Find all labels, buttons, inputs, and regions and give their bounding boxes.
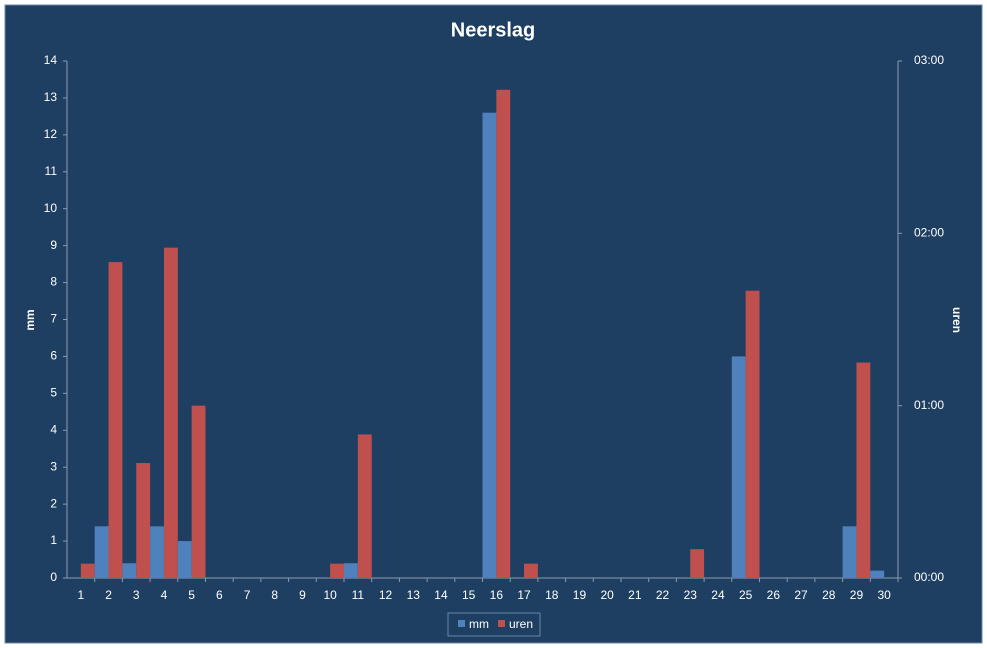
y-tick-label: 11 bbox=[45, 164, 58, 178]
y-tick-label: 10 bbox=[44, 201, 58, 215]
legend-swatch bbox=[498, 620, 505, 627]
legend-label: uren bbox=[509, 617, 533, 631]
y-tick-label: 13 bbox=[44, 90, 58, 104]
bar bbox=[731, 356, 746, 578]
x-tick-label: 11 bbox=[352, 588, 365, 602]
bar bbox=[870, 570, 885, 578]
x-tick-label: 27 bbox=[794, 588, 808, 602]
x-tick-label: 16 bbox=[490, 588, 504, 602]
x-tick-label: 1 bbox=[78, 588, 85, 602]
y-tick-label: 9 bbox=[50, 238, 57, 252]
bar bbox=[136, 463, 151, 578]
bar bbox=[80, 563, 95, 578]
x-tick-label: 4 bbox=[161, 588, 168, 602]
y2-tick-label: 03:00 bbox=[914, 53, 944, 67]
x-tick-label: 7 bbox=[244, 588, 251, 602]
bar bbox=[496, 89, 511, 578]
y2-tick-label: 02:00 bbox=[914, 226, 944, 240]
x-tick-label: 29 bbox=[850, 588, 864, 602]
x-tick-label: 25 bbox=[739, 588, 753, 602]
y-tick-label: 14 bbox=[44, 53, 58, 67]
x-tick-label: 17 bbox=[517, 588, 531, 602]
bar bbox=[191, 405, 206, 578]
x-tick-label: 5 bbox=[188, 588, 195, 602]
bar bbox=[163, 247, 178, 578]
x-tick-label: 2 bbox=[105, 588, 112, 602]
y-tick-label: 12 bbox=[44, 127, 58, 141]
bar bbox=[108, 262, 123, 578]
x-tick-label: 12 bbox=[379, 588, 393, 602]
x-tick-label: 22 bbox=[656, 588, 670, 602]
y-tick-label: 4 bbox=[50, 422, 57, 436]
y2-tick-label: 00:00 bbox=[914, 570, 944, 584]
bar bbox=[330, 563, 344, 578]
bar bbox=[150, 526, 164, 578]
y-tick-label: 6 bbox=[50, 349, 57, 363]
bar bbox=[842, 526, 857, 578]
bar bbox=[94, 526, 109, 578]
bar bbox=[344, 563, 358, 578]
y-tick-label: 7 bbox=[50, 312, 57, 326]
y2-tick-label: 01:00 bbox=[914, 398, 944, 412]
bar bbox=[690, 549, 705, 578]
bar bbox=[482, 112, 497, 578]
y-tick-label: 0 bbox=[50, 570, 57, 584]
x-tick-label: 15 bbox=[462, 588, 476, 602]
x-tick-label: 23 bbox=[684, 588, 698, 602]
x-tick-label: 9 bbox=[299, 588, 306, 602]
legend-label: mm bbox=[469, 617, 489, 631]
x-tick-label: 20 bbox=[600, 588, 614, 602]
bar bbox=[856, 362, 871, 578]
legend-box bbox=[447, 612, 541, 637]
x-tick-label: 13 bbox=[407, 588, 421, 602]
y-tick-label: 1 bbox=[50, 533, 57, 547]
x-tick-label: 28 bbox=[822, 588, 836, 602]
x-tick-label: 14 bbox=[434, 588, 448, 602]
bar bbox=[122, 563, 137, 578]
y-axis-label: mm bbox=[23, 309, 37, 330]
bar bbox=[177, 541, 192, 578]
x-tick-label: 19 bbox=[573, 588, 587, 602]
x-tick-label: 10 bbox=[323, 588, 337, 602]
y-tick-label: 5 bbox=[50, 386, 57, 400]
y-tick-label: 8 bbox=[50, 275, 57, 289]
chart-title: Neerslag bbox=[451, 19, 536, 41]
x-tick-label: 24 bbox=[711, 588, 725, 602]
bar bbox=[524, 563, 538, 578]
x-tick-label: 3 bbox=[133, 588, 140, 602]
x-tick-label: 6 bbox=[216, 588, 223, 602]
legend-swatch bbox=[458, 620, 465, 627]
x-tick-label: 21 bbox=[628, 588, 642, 602]
x-tick-label: 30 bbox=[877, 588, 891, 602]
y-tick-label: 2 bbox=[50, 496, 57, 510]
bar bbox=[357, 434, 372, 578]
bar bbox=[745, 290, 760, 578]
x-tick-label: 26 bbox=[767, 588, 781, 602]
x-tick-label: 18 bbox=[545, 588, 559, 602]
y2-axis-label: uren bbox=[950, 307, 964, 333]
x-tick-label: 8 bbox=[271, 588, 278, 602]
y-tick-label: 3 bbox=[50, 459, 57, 473]
